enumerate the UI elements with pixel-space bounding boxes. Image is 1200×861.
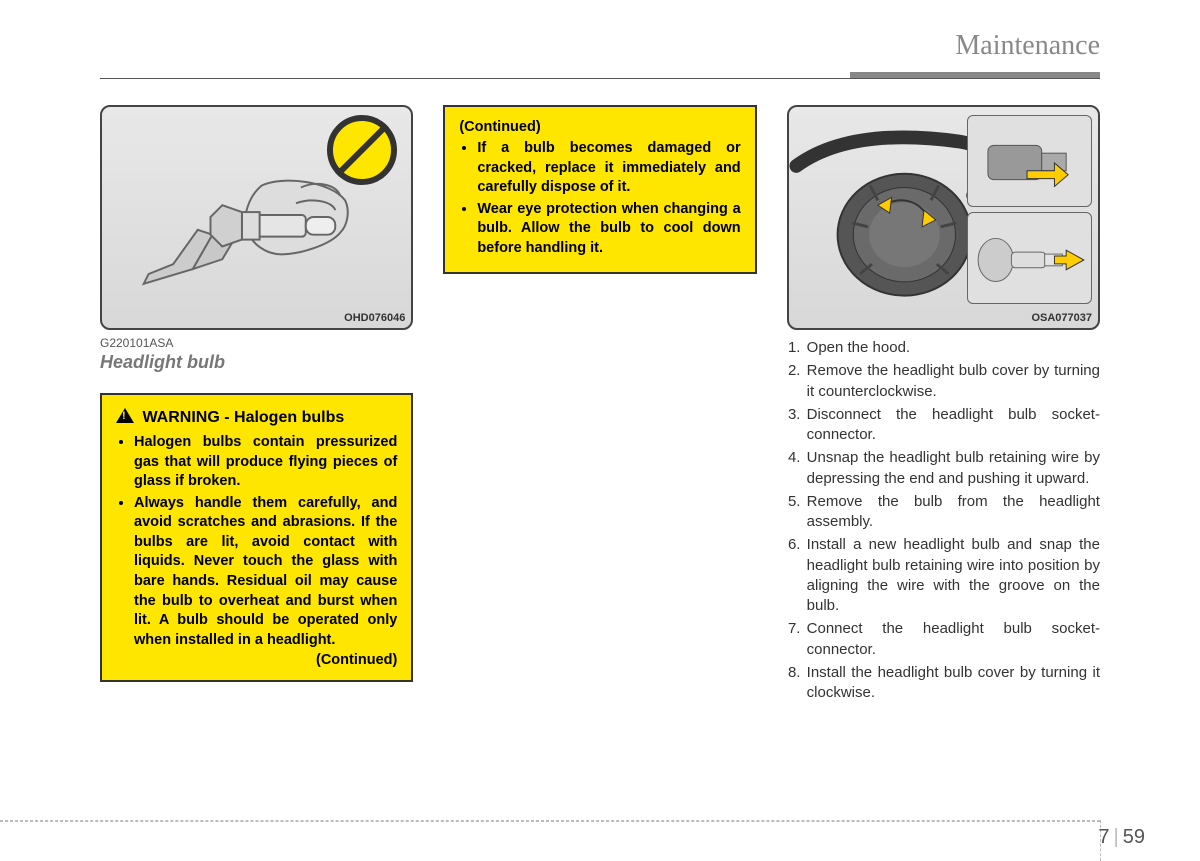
- procedure-code: G220101ASA: [100, 336, 413, 350]
- page-header: Maintenance: [100, 30, 1100, 90]
- chapter-number: 7: [1098, 826, 1109, 848]
- step: Remove the bulb from the headlight assem…: [805, 492, 1100, 533]
- step: Connect the headlight bulb socket-connec…: [805, 619, 1100, 660]
- column-1: OHD076046 G220101ASA Headlight bulb WARN…: [100, 105, 413, 706]
- figure-headlight-cover: OSA077037: [787, 105, 1100, 330]
- manual-page: Maintenance: [0, 0, 1200, 861]
- inset-bulb: [967, 212, 1092, 304]
- warning-bullet: Halogen bulbs contain pressur­ized gas t…: [134, 433, 397, 492]
- step: Disconnect the headlight bulb socket-con…: [805, 405, 1100, 446]
- warning-list: If a bulb becomes damaged or cracked, re…: [459, 139, 740, 258]
- page-separator: |: [1114, 826, 1119, 848]
- crop-mark-h: [0, 820, 1100, 822]
- page-index: 59: [1123, 826, 1145, 848]
- figure-bulb-handling: OHD076046: [100, 105, 413, 330]
- warning-triangle-icon: [116, 408, 134, 423]
- header-rule: [100, 78, 1100, 79]
- warning-list: Halogen bulbs contain pressur­ized gas t…: [116, 433, 397, 650]
- warning-bullet: If a bulb becomes damaged or cracked, re…: [477, 139, 740, 198]
- continued-indicator: (Continued): [116, 652, 397, 668]
- prohibit-icon: [327, 115, 397, 185]
- step: Remove the headlight bulb cover by turni…: [805, 361, 1100, 402]
- step: Install the headlight bulb cover by turn…: [805, 663, 1100, 704]
- warning-title: WARNING - Halogen bulbs: [116, 407, 397, 427]
- warning-label: WARNING: [142, 409, 219, 426]
- warning-subject: - Halogen bulbs: [224, 409, 344, 426]
- figure-code: OSA077037: [1031, 312, 1092, 324]
- warning-box-continued: (Continued) If a bulb becomes damaged or…: [443, 105, 756, 274]
- step: Open the hood.: [805, 338, 1100, 358]
- column-3: OSA077037 Open the hood. Remove the head…: [787, 105, 1100, 706]
- procedure-steps: Open the hood. Remove the headlight bulb…: [787, 338, 1100, 703]
- continued-header: (Continued): [459, 119, 740, 135]
- column-2: (Continued) If a bulb becomes damaged or…: [443, 105, 756, 706]
- procedure-heading: Headlight bulb: [100, 352, 413, 373]
- warning-box-halogen: WARNING - Halogen bulbs Halogen bulbs co…: [100, 393, 413, 682]
- inset-connector: [967, 115, 1092, 207]
- content-columns: OHD076046 G220101ASA Headlight bulb WARN…: [100, 105, 1100, 706]
- figure-code: OHD076046: [344, 312, 405, 324]
- warning-bullet: Always handle them carefully, and avoid …: [134, 494, 397, 651]
- step: Install a new headlight bulb and snap th…: [805, 535, 1100, 616]
- section-title: Maintenance: [955, 30, 1100, 62]
- step: Unsnap the headlight bulb retaining wire…: [805, 448, 1100, 489]
- warning-bullet: Wear eye protection when chang­ing a bul…: [477, 200, 740, 259]
- page-number: 7|59: [1098, 826, 1145, 849]
